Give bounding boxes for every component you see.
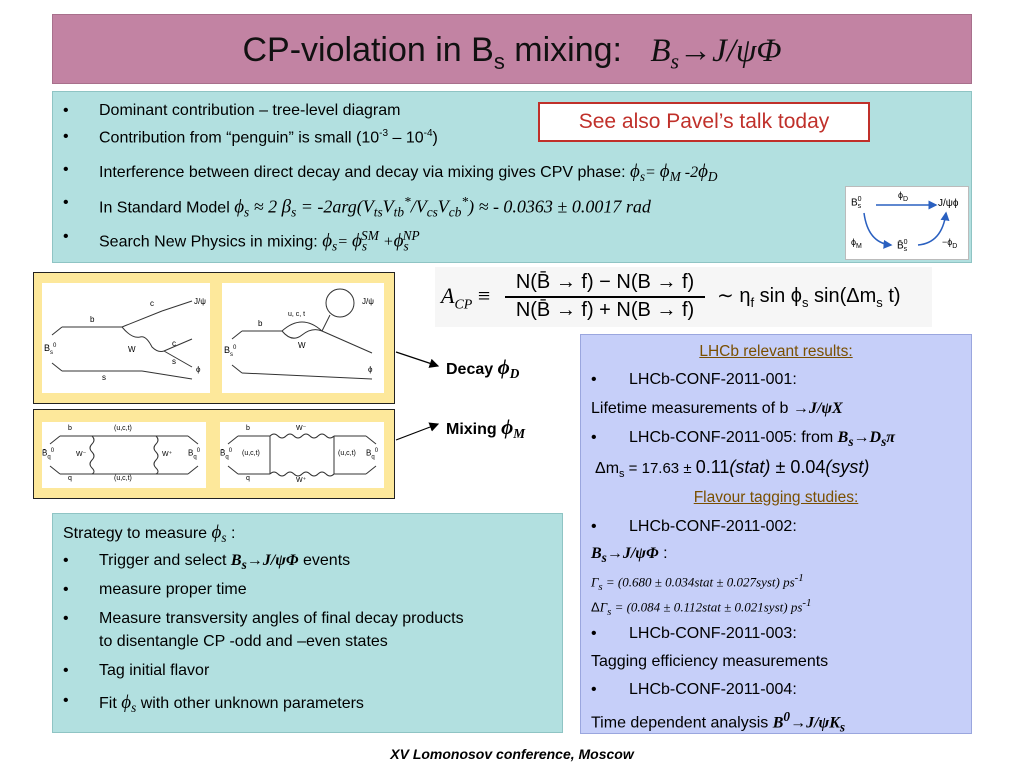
lhcb-bullet: • [591, 518, 597, 535]
phiD-label: ϕD [898, 190, 909, 203]
penguin-uct-label: u, c, t [288, 311, 306, 318]
acp-fraction-bar [505, 296, 705, 298]
feynman-arrows [395, 351, 440, 441]
tagging-efficiency-line: Tagging efficiency measurements [591, 653, 829, 670]
tree-b-label: b [90, 315, 95, 324]
box1-q-label: q [68, 475, 72, 482]
box1-b-label: b [68, 425, 72, 432]
tree-jpsi-label: J/ψ [194, 297, 206, 306]
box2-uct1-label: (u,c,t) [242, 450, 260, 457]
box2-b-label: b [246, 425, 250, 432]
penguin-phi-label: ϕ [368, 365, 373, 374]
acp-rhs: ∼ ηf sin ϕs sin(Δms t) [717, 285, 901, 310]
penguin-diagram: Bs0 b u, c, t W J/ψ ϕ [222, 283, 384, 393]
minus-phiD-label: −ϕD [942, 237, 958, 250]
pavel-talk-note: See also Pavel’s talk today [538, 102, 870, 142]
bsjpsiphi-line: Bs→J/ψΦ : [591, 545, 668, 566]
penguin-jpsi-label: J/ψ [362, 297, 374, 306]
bs0-label: B0s [851, 196, 862, 211]
acp-formula: ACP ≡ N(B̄ → f) − N(B → f) N(B̄ → f) + N… [435, 267, 932, 327]
phase-diagram: B0s J/ψϕ ϕD ϕM B̄0s −ϕD [845, 186, 969, 260]
lhcb-conf-004: LHCb-CONF-2011-004: [629, 681, 797, 698]
box1-wp-label: W⁺ [162, 451, 173, 458]
lhcb-bullet: • [591, 625, 597, 642]
box2-bbq-label: Bq0 [366, 448, 379, 461]
lhcb-heading: LHCb relevant results: [699, 343, 853, 360]
box1-uct2-label: (u,c,t) [114, 475, 132, 482]
tree-diagram: Bs0 b c c s s W J/ψ ϕ [42, 283, 210, 393]
phiM-label: ϕM [851, 237, 862, 250]
lhcb-results-panel: LHCb relevant results: • LHCb-CONF-2011-… [580, 334, 972, 735]
tree-w-label: W [128, 345, 136, 354]
lhcb-conf-005: LHCb-CONF-2011-005: from Bs→Dsπ [629, 429, 895, 450]
lhcb-conf-001: LHCb-CONF-2011-001: [629, 371, 797, 388]
decay-back-arrow [917, 211, 950, 246]
box1-bbq-label: Bq0 [188, 448, 201, 461]
mixing-arrow [863, 212, 893, 249]
tree-c2-label: c [172, 339, 176, 348]
penguin-bs-label: Bs0 [224, 345, 237, 358]
jpsiphi-label: J/ψϕ [938, 198, 959, 209]
tree-s2-label: s [102, 373, 106, 382]
box1-wm-label: W⁻ [76, 451, 87, 458]
tree-phi-label: ϕ [196, 365, 201, 374]
strategy-heading: Strategy to measure ϕs : [63, 522, 236, 546]
delta-gamma-s-line: ΔΓs = (0.084 ± 0.112stat ± 0.021syst) ps… [591, 597, 812, 618]
delta-ms-line: Δms = 17.63 ± 0.11(stat) ± 0.04(syst) [595, 457, 870, 481]
tagging-heading: Flavour tagging studies: [693, 489, 859, 506]
box1-uct1-label: (u,c,t) [114, 425, 132, 432]
time-dependent-line: Time dependent analysis B0→J/ψKs [591, 709, 846, 735]
mixing-label: Mixing ϕM [446, 415, 526, 442]
acp-lhs: ACP ≡ [441, 283, 491, 313]
phase-diagram-svg [863, 200, 950, 249]
box-diagram-2: B̄q0 Bq0 b q (u,c,t) (u,c,t) W⁻ W⁺ [220, 422, 384, 488]
box2-uct2-label: (u,c,t) [338, 450, 356, 457]
tree-c1-label: c [150, 299, 154, 308]
lhcb-bullet: • [591, 429, 597, 446]
strategy-panel: Strategy to measure ϕs : • Trigger and se… [52, 513, 563, 733]
box2-wp-label: W⁺ [296, 477, 307, 484]
title-bar: CP-violation in Bs mixing: Bs→J/ψΦ [52, 14, 972, 84]
box2-bq-label: B̄q0 [220, 448, 233, 461]
acp-denominator: N(B̄ → f) + N(B → f) [515, 299, 695, 321]
tree-bs-label: Bs0 [44, 343, 57, 356]
decay-label: Decay ϕD [446, 355, 520, 382]
mixing-diagrams-panel: B̄q0 Bq0 b (u,c,t) (u,c,t) q W⁻ W⁺ B̄q0 … [33, 409, 395, 499]
footer: XV Lomonosov conference, Moscow [390, 746, 634, 762]
tree-s1-label: s [172, 357, 176, 366]
gamma-s-line: Γs = (0.680 ± 0.034stat ± 0.027syst) ps-… [591, 572, 804, 593]
bsbar-label: B̄0s [897, 239, 908, 254]
box2-wm-label: W⁻ [296, 425, 307, 432]
box1-bq-label: B̄q0 [42, 448, 55, 461]
box2-q-label: q [246, 475, 250, 482]
slide-title: CP-violation in Bs mixing: Bs→J/ψΦ [242, 31, 782, 74]
lifetime-line: Lifetime measurements of b →J/ψX [591, 400, 843, 417]
acp-numerator: N(B̄ → f) − N(B → f) [515, 271, 695, 293]
lhcb-conf-002: LHCb-CONF-2011-002: [629, 518, 797, 535]
penguin-b-label: b [258, 319, 263, 328]
lhcb-conf-003: LHCb-CONF-2011-003: [629, 625, 797, 642]
penguin-w-label: W [298, 341, 306, 350]
lhcb-bullet: • [591, 371, 597, 388]
decay-diagrams-panel: Bs0 b c c s s W J/ψ ϕ Bs0 b u, c, t W [33, 272, 395, 404]
title-formula: Bs→J/ψΦ [650, 33, 782, 74]
box-diagram-1: B̄q0 Bq0 b (u,c,t) (u,c,t) q W⁻ W⁺ [42, 422, 206, 488]
lhcb-bullet: • [591, 681, 597, 698]
